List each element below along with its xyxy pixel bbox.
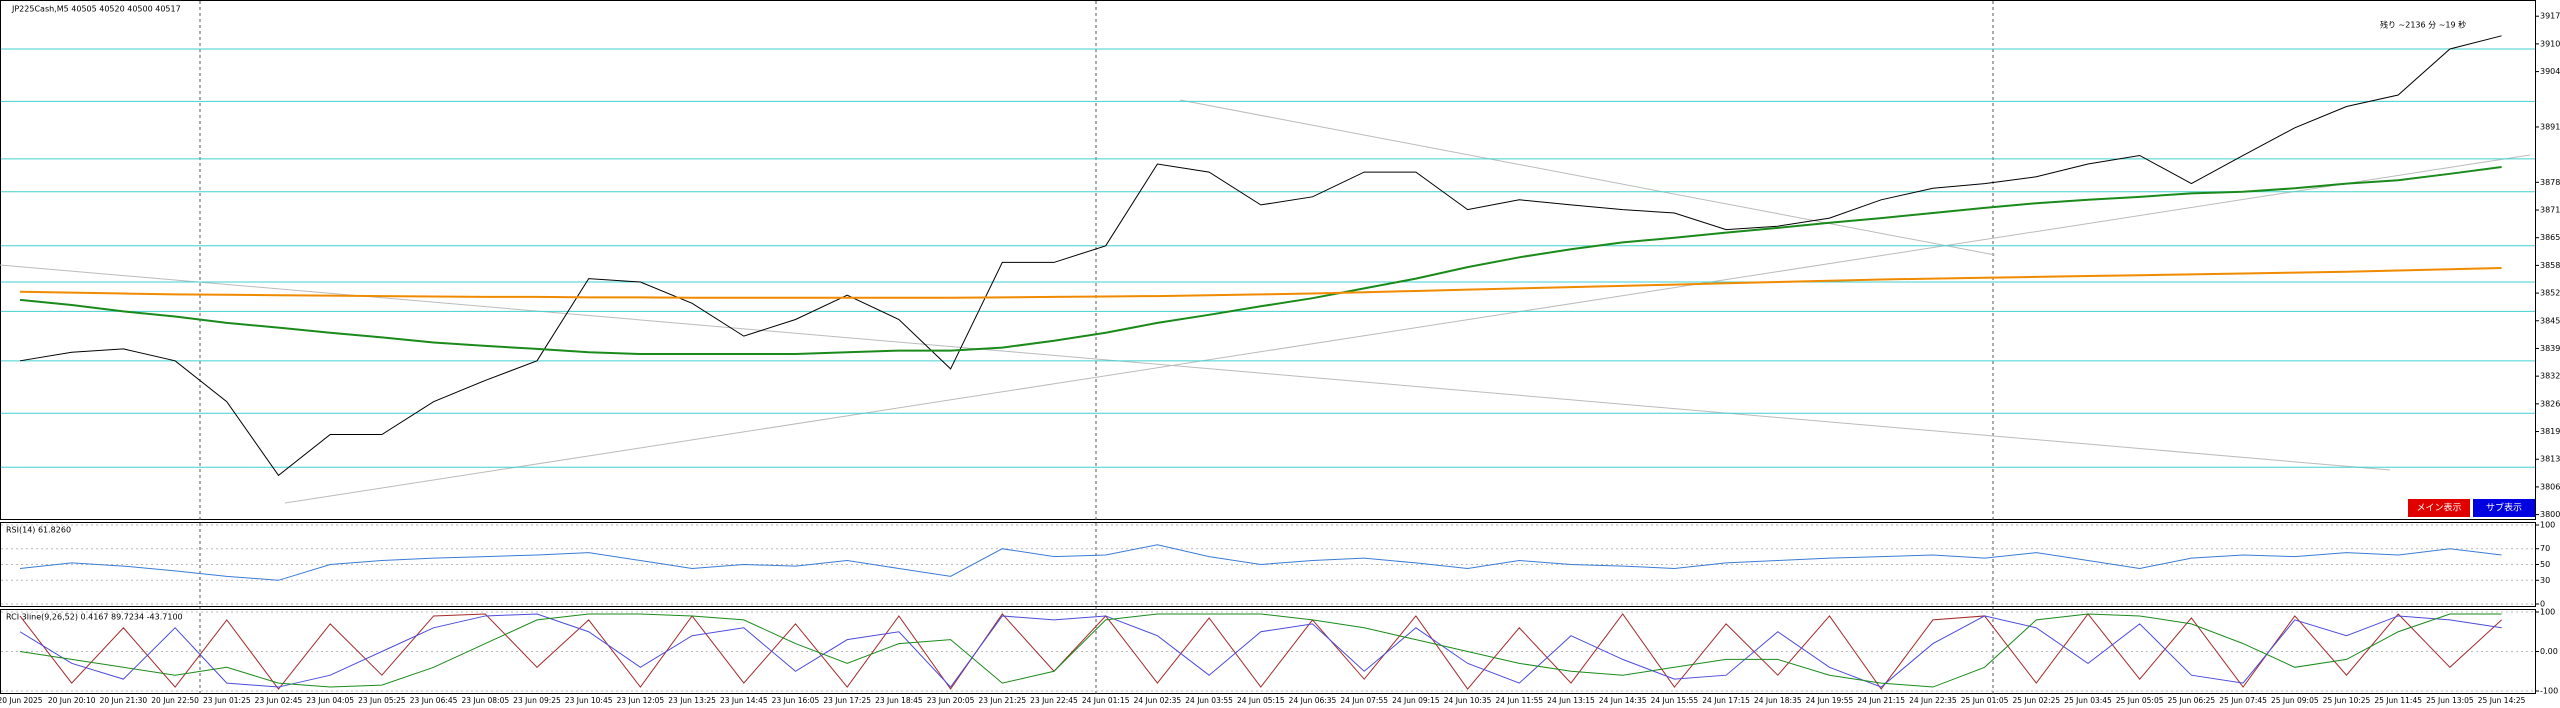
x-tick-label: 24 Jun 22:35: [1909, 696, 1957, 705]
x-tick-label: 25 Jun 13:05: [2426, 696, 2474, 705]
x-tick-label: 24 Jun 01:15: [1082, 696, 1130, 705]
y-tick-label: 38001: [2540, 510, 2560, 519]
y-tick-label: 38456: [2540, 316, 2560, 325]
series-line: [19, 613, 2502, 688]
x-tick-label: 24 Jun 13:15: [1547, 696, 1595, 705]
y-tick-label: 38521: [2540, 289, 2560, 298]
x-tick-label: 25 Jun 01:05: [1961, 696, 2009, 705]
x-tick-label: 23 Jun 01:25: [203, 696, 251, 705]
y-tick-label: 38261: [2540, 399, 2560, 408]
series-line: [19, 166, 2502, 356]
x-tick-label: 25 Jun 09:05: [2271, 696, 2319, 705]
x-tick-label: 20 Jun 21:30: [100, 696, 148, 705]
x-tick-label: 24 Jun 11:55: [1495, 696, 1543, 705]
main-pane: [0, 0, 2536, 520]
y-tick-label: 38716: [2540, 206, 2560, 215]
x-tick-label: 23 Jun 10:45: [565, 696, 613, 705]
x-tick-label: 23 Jun 14:45: [720, 696, 768, 705]
x-tick-label: 24 Jun 10:35: [1444, 696, 1492, 705]
x-tick-label: 20 Jun 22:50: [151, 696, 199, 705]
rsi-pane: [0, 522, 2536, 607]
y-tick-label: 38066: [2540, 482, 2560, 491]
y-tick-label: 100: [2540, 521, 2555, 530]
y-tick-label: 100: [2540, 608, 2555, 617]
x-tick-label: 25 Jun 03:45: [2064, 696, 2112, 705]
x-tick-label: 23 Jun 05:25: [358, 696, 406, 705]
sub-view-label[interactable]: サブ表示: [2486, 502, 2522, 514]
y-tick-label: 30: [2540, 576, 2550, 585]
series-line: [19, 544, 2502, 581]
x-tick-label: 23 Jun 12:05: [617, 696, 665, 705]
y-tick-label: 38651: [2540, 233, 2560, 242]
x-tick-label: 24 Jun 15:55: [1651, 696, 1699, 705]
y-tick-label: 0: [2540, 600, 2545, 609]
x-tick-label: 23 Jun 22:45: [1030, 696, 1078, 705]
x-tick-label: 23 Jun 09:25: [513, 696, 561, 705]
timer: 残り ~2136 分 ~19 秒: [2380, 20, 2466, 30]
y-tick-label: 0.00: [2540, 647, 2558, 656]
y-tick-label: 38911: [2540, 122, 2560, 131]
y-tick-label: 38131: [2540, 455, 2560, 464]
x-tick-label: 24 Jun 09:15: [1392, 696, 1440, 705]
x-tick-label: 24 Jun 06:35: [1289, 696, 1337, 705]
x-tick-label: 23 Jun 16:05: [772, 696, 820, 705]
series-line: [19, 266, 2502, 299]
x-tick-label: 20 Jun 20:10: [48, 696, 96, 705]
x-tick-label: 23 Jun 06:45: [410, 696, 458, 705]
y-tick-label: 70: [2540, 544, 2550, 553]
y-tick-label: 39106: [2540, 39, 2560, 48]
x-tick-label: 20 Jun 2025: [0, 696, 43, 705]
x-tick-label: 24 Jun 14:35: [1599, 696, 1647, 705]
rci-title: RCI 3line(9,26,52) 0.4167 89.7234 -43.71…: [6, 613, 183, 622]
rsi-title: RSI(14) 61.8260: [6, 526, 71, 535]
x-tick-label: 24 Jun 07:55: [1340, 696, 1388, 705]
x-tick-label: 25 Jun 06:25: [2168, 696, 2216, 705]
x-tick-label: 23 Jun 18:45: [875, 696, 923, 705]
main-view-button[interactable]: [2408, 499, 2470, 517]
trendline: [284, 154, 2531, 504]
x-tick-label: 23 Jun 21:25: [978, 696, 1026, 705]
main-view-label[interactable]: メイン表示: [2416, 502, 2461, 514]
x-tick-label: 25 Jun 11:45: [2374, 696, 2422, 705]
trendline: [1179, 99, 1996, 256]
trendline: [0, 264, 2391, 471]
chart-title: JP225Cash,M5 40505 40520 40500 40517: [11, 5, 181, 14]
x-tick-label: 24 Jun 19:55: [1806, 696, 1854, 705]
series-line: [19, 613, 2502, 688]
x-tick-label: 23 Jun 04:05: [306, 696, 354, 705]
sub-view-button[interactable]: [2473, 499, 2535, 517]
y-tick-label: 38326: [2540, 372, 2560, 381]
y-tick-label: 38586: [2540, 261, 2560, 270]
x-tick-label: 24 Jun 05:15: [1237, 696, 1285, 705]
x-tick-label: 24 Jun 18:35: [1754, 696, 1802, 705]
x-tick-label: 24 Jun 17:15: [1702, 696, 1750, 705]
series-line: [19, 35, 2502, 477]
x-tick-label: 24 Jun 21:15: [1857, 696, 1905, 705]
x-tick-label: 23 Jun 17:25: [823, 696, 871, 705]
x-tick-label: 23 Jun 08:05: [461, 696, 509, 705]
x-tick-label: 23 Jun 20:05: [927, 696, 975, 705]
x-tick-label: 25 Jun 07:45: [2219, 696, 2267, 705]
x-tick-label: 23 Jun 13:25: [668, 696, 716, 705]
x-tick-label: 24 Jun 02:35: [1134, 696, 1182, 705]
x-tick-label: 23 Jun 02:45: [255, 696, 303, 705]
x-tick-label: 25 Jun 02:25: [2012, 696, 2060, 705]
x-tick-label: 25 Jun 14:25: [2478, 696, 2526, 705]
y-tick-label: 39171: [2540, 12, 2560, 21]
y-tick-label: 38196: [2540, 427, 2560, 436]
y-tick-label: 39041: [2540, 67, 2560, 76]
x-tick-label: 25 Jun 10:25: [2323, 696, 2371, 705]
y-tick-label: 38781: [2540, 178, 2560, 187]
rci-pane: [0, 609, 2536, 694]
y-tick-label: 50: [2540, 560, 2550, 569]
x-tick-label: 25 Jun 05:05: [2116, 696, 2164, 705]
x-tick-label: 24 Jun 03:55: [1185, 696, 1233, 705]
y-tick-label: -100: [2540, 687, 2558, 696]
y-tick-label: 38391: [2540, 344, 2560, 353]
